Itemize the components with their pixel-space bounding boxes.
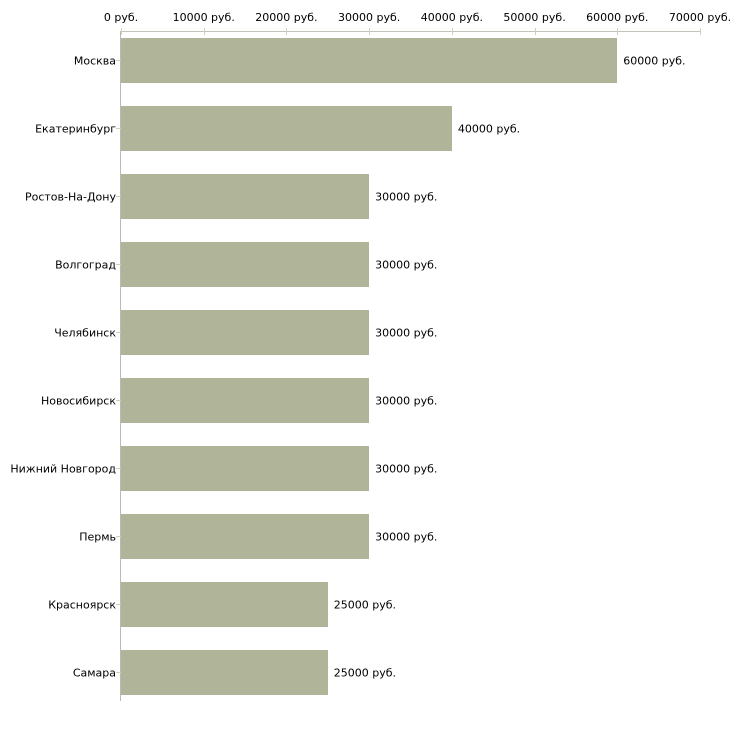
- value-label: 30000 руб.: [375, 394, 438, 407]
- bar-row: Волгоград 30000 руб.: [0, 242, 730, 287]
- category-tick: [116, 264, 121, 265]
- category-tick: [116, 332, 121, 333]
- bar: [121, 446, 370, 491]
- bar-row: Москва 60000 руб.: [0, 38, 730, 83]
- x-axis-line: [121, 31, 701, 32]
- category-label: Самара: [72, 666, 116, 679]
- x-axis-tick: [617, 28, 619, 35]
- category-label: Волгоград: [55, 258, 116, 271]
- x-axis-tick-label: 30000 руб.: [338, 11, 401, 24]
- bar-row: Ростов-На-Дону 30000 руб.: [0, 174, 730, 219]
- x-axis-tick: [700, 28, 701, 35]
- value-label: 25000 руб.: [333, 666, 397, 679]
- category-label: Челябинск: [54, 326, 116, 339]
- category-tick: [116, 672, 121, 673]
- value-label: 30000 руб.: [375, 462, 438, 475]
- value-label: 30000 руб.: [375, 326, 438, 339]
- x-axis-tick: [286, 28, 288, 35]
- x-axis-tick: [451, 28, 453, 35]
- category-label: Москва: [73, 54, 116, 67]
- bar: [121, 650, 328, 695]
- x-axis-tick: [121, 28, 122, 35]
- value-label: 30000 руб.: [375, 190, 438, 203]
- bar-row: Красноярск 25000 руб.: [0, 582, 730, 627]
- bar: [121, 582, 328, 627]
- category-tick: [116, 468, 121, 469]
- bar-row: Екатеринбург 40000 руб.: [0, 106, 730, 151]
- category-tick: [116, 128, 121, 129]
- category-tick: [116, 196, 121, 197]
- category-tick: [116, 400, 121, 401]
- x-axis-tick-label: 70000 руб.: [668, 11, 730, 24]
- bar-row: Нижний Новгород 30000 руб.: [0, 446, 730, 491]
- value-label: 25000 руб.: [333, 598, 397, 611]
- x-axis-tick: [369, 28, 371, 35]
- bar: [121, 514, 370, 559]
- category-tick: [116, 604, 121, 605]
- bar: [121, 242, 370, 287]
- bar-row: Новосибирск 30000 руб.: [0, 378, 730, 423]
- value-label: 60000 руб.: [623, 54, 686, 67]
- bar: [121, 106, 452, 151]
- x-axis-tick-label: 60000 руб.: [586, 11, 649, 24]
- x-axis-tick-label: 50000 руб.: [503, 11, 566, 24]
- bar-row: Пермь 30000 руб.: [0, 514, 730, 559]
- category-label: Новосибирск: [40, 394, 116, 407]
- category-tick: [116, 60, 121, 61]
- x-axis-tick-label: 0 руб.: [103, 11, 139, 24]
- y-axis-line: [120, 31, 121, 701]
- bar: [121, 38, 618, 83]
- value-label: 30000 руб.: [375, 258, 438, 271]
- category-label: Ростов-На-Дону: [24, 190, 116, 203]
- category-label: Нижний Новгород: [10, 462, 116, 475]
- value-label: 40000 руб.: [457, 122, 521, 135]
- x-axis-tick-label: 10000 руб.: [172, 11, 235, 24]
- x-axis-tick-label: 40000 руб.: [420, 11, 483, 24]
- bar-row: Челябинск 30000 руб.: [0, 310, 730, 355]
- category-label: Екатеринбург: [35, 122, 116, 135]
- x-axis-tick: [203, 28, 205, 35]
- bar: [121, 174, 370, 219]
- bar: [121, 378, 370, 423]
- x-axis-tick-label: 20000 руб.: [255, 11, 318, 24]
- category-label: Пермь: [79, 530, 116, 543]
- bar: [121, 310, 370, 355]
- category-label: Красноярск: [48, 598, 116, 611]
- bar-row: Самара 25000 руб.: [0, 650, 730, 695]
- value-label: 30000 руб.: [375, 530, 438, 543]
- category-tick: [116, 536, 121, 537]
- x-axis-tick: [534, 28, 536, 35]
